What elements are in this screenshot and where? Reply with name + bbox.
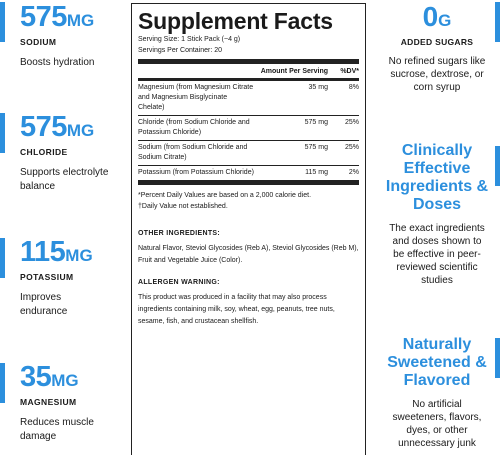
stat-name: MAGNESIUM xyxy=(20,397,77,407)
stat-sodium: 575MG SODIUM Boosts hydration xyxy=(20,3,95,70)
thick-divider xyxy=(138,180,359,186)
sweetened-desc: No artificial sweeteners, flavors, dyes,… xyxy=(392,398,482,450)
facts-row: Potassium (from Potassium Chloride) 115 … xyxy=(138,165,359,180)
nutrient-dv: 25% xyxy=(344,119,359,127)
stat-value: 115MG xyxy=(20,236,93,268)
nutrient-name: Sodium (from Sodium Chloride and Sodium … xyxy=(138,144,248,162)
thick-divider xyxy=(138,59,359,65)
stat-value: 575MG xyxy=(20,1,95,33)
accent-bar-right-1 xyxy=(495,2,500,42)
facts-row: Chloride (from Sodium Chloride and Potas… xyxy=(138,115,359,140)
footnote-dv: *Percent Daily Values are based on a 2,0… xyxy=(138,192,312,200)
nutrient-dv: 8% xyxy=(348,84,359,92)
allergen-warning-label: ALLERGEN WARNING: xyxy=(138,279,220,287)
allergen-warning: ALLERGEN WARNING: This product was produ… xyxy=(138,277,359,328)
other-ingredients-label: OTHER INGREDIENTS: xyxy=(138,230,221,238)
servings-per-container: Servings Per Container: 20 xyxy=(138,47,223,55)
facts-header-row: Amount Per Serving %DV* xyxy=(138,64,359,78)
nutrient-amount: 575 mg xyxy=(304,119,328,127)
nutrient-name: Potassium (from Potassium Chloride) xyxy=(138,169,254,177)
stat-value: 35MG xyxy=(20,361,79,393)
stat-value: 575MG xyxy=(20,111,95,143)
nutrient-name: Magnesium (from Magnesium Citrate and Ma… xyxy=(138,84,254,112)
effective-desc: The exact ingredients and doses shown to… xyxy=(389,222,485,287)
stat-magnesium: 35MG MAGNESIUM Reduces muscle damage xyxy=(20,363,110,443)
stat-potassium: 115MG POTASSIUM Improves endurance xyxy=(20,238,93,318)
nutrient-dv: 2% xyxy=(348,169,359,177)
thin-divider xyxy=(138,78,359,82)
facts-row: Magnesium (from Magnesium Citrate and Ma… xyxy=(138,81,359,115)
allergen-warning-text: This product was produced in a facility … xyxy=(138,294,335,326)
nutrient-name: Chloride (from Sodium Chloride and Potas… xyxy=(138,119,250,137)
nutrient-amount: 35 mg xyxy=(308,84,328,92)
accent-bar-left-4 xyxy=(0,363,5,403)
added-sugars-block: 0G ADDED SUGARS No refined sugars like s… xyxy=(378,3,496,95)
accent-bar-left-3 xyxy=(0,238,5,278)
stat-desc: Supports electrolyte balance xyxy=(20,167,109,192)
added-sugars-label: ADDED SUGARS xyxy=(400,37,474,47)
nutrient-amount: 115 mg xyxy=(305,169,328,177)
amount-per-serving-header: Amount Per Serving xyxy=(260,67,328,75)
nutrient-dv: 25% xyxy=(344,144,359,152)
supplement-facts-panel: Supplement Facts Serving Size: 1 Stick P… xyxy=(131,3,366,455)
accent-bar-right-3 xyxy=(495,338,500,378)
stat-chloride: 575MG CHLORIDE Supports electrolyte bala… xyxy=(20,113,125,193)
accent-bar-right-2 xyxy=(495,146,500,186)
effective-heading: Clinically Effective Ingredients & Doses xyxy=(385,142,489,213)
facts-title: Supplement Facts xyxy=(138,8,333,34)
added-sugars-desc: No refined sugars like sucrose, dextrose… xyxy=(388,56,486,94)
accent-bar-left-1 xyxy=(0,2,5,42)
other-ingredients-text: Natural Flavor, Steviol Glycosides (Reb … xyxy=(138,245,359,265)
stat-name: SODIUM xyxy=(20,37,57,47)
sweetened-block: Naturally Sweetened & Flavored No artifi… xyxy=(378,336,496,450)
sweetened-heading: Naturally Sweetened & Flavored xyxy=(387,336,487,389)
stat-name: CHLORIDE xyxy=(20,147,68,157)
other-ingredients: OTHER INGREDIENTS: Natural Flavor, Stevi… xyxy=(138,228,359,267)
stat-desc: Reduces muscle damage xyxy=(20,417,94,442)
accent-bar-left-2 xyxy=(0,113,5,153)
effective-block: Clinically Effective Ingredients & Doses… xyxy=(378,142,496,288)
nutrient-amount: 575 mg xyxy=(304,144,328,152)
footnote-dagger: †Daily Value not established. xyxy=(138,203,228,211)
stat-desc: Improves endurance xyxy=(20,292,68,317)
added-sugars-value: 0G xyxy=(422,1,452,32)
dv-header: %DV* xyxy=(340,67,359,75)
serving-size: Serving Size: 1 Stick Pack (~4 g) xyxy=(138,36,241,44)
stat-name: POTASSIUM xyxy=(20,272,74,282)
stat-desc: Boosts hydration xyxy=(20,57,95,68)
facts-row: Sodium (from Sodium Chloride and Sodium … xyxy=(138,140,359,165)
